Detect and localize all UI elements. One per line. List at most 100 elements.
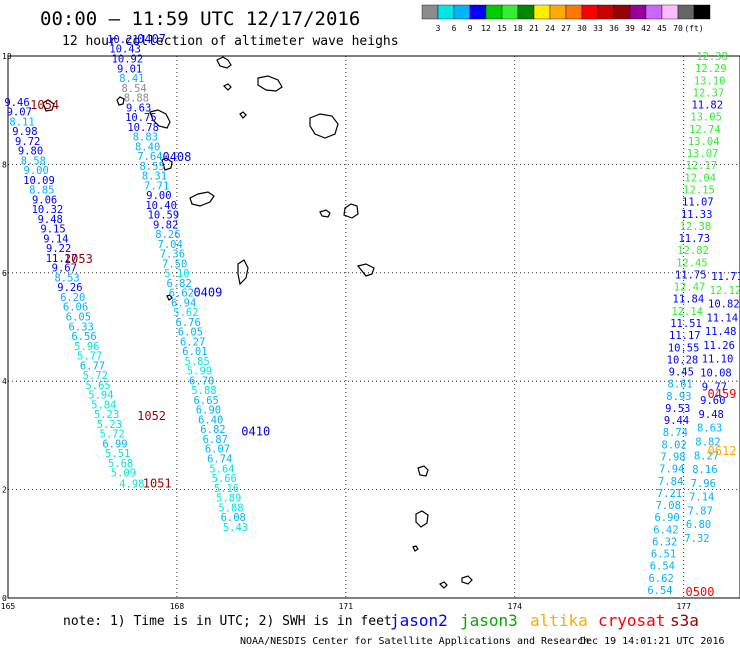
right-edge-track: 12.3812.2913.1012.3711.8213.0512.7413.04…: [647, 51, 740, 599]
wave-height-value: 5.62: [173, 307, 198, 319]
pass-time-label: 1052: [137, 409, 166, 423]
wave-height-value: 5.68: [108, 458, 133, 470]
wave-height-value: 10.75: [125, 112, 157, 124]
wave-height-value: 12.74: [689, 124, 721, 136]
wave-height-value: 8.54: [121, 83, 146, 95]
y-tick-label: 6: [2, 269, 7, 278]
wave-height-value: 6.82: [200, 424, 225, 436]
wave-height-value: 6.99: [102, 438, 127, 450]
wave-height-value: 11.71: [711, 271, 740, 283]
wave-height-value: 10.82: [708, 299, 740, 311]
wave-height-value: 10.32: [32, 204, 64, 216]
wave-height-value: 8.61: [667, 379, 692, 391]
y-tick-label: 0: [2, 594, 7, 603]
wave-height-value: 6.08: [221, 512, 246, 524]
wave-height-value: 9.80: [18, 146, 43, 158]
colorbar-label: 9: [468, 24, 473, 33]
wave-height-value: 5.43: [223, 522, 248, 534]
wave-height-value: 6.56: [71, 331, 96, 343]
wave-height-value: 8.31: [142, 171, 167, 183]
wave-height-value: 5.10: [164, 268, 189, 280]
wave-height-value: 12.47: [674, 282, 706, 294]
pass-time-label: 0409: [193, 286, 222, 300]
wave-height-value: 7.71: [144, 180, 169, 192]
island-outline: [438, 581, 448, 589]
wave-height-value: 12.15: [683, 185, 715, 197]
wave-height-value: 6.90: [196, 405, 221, 417]
wave-height-value: 10.09: [23, 175, 55, 187]
wave-height-value: 5.88: [191, 385, 216, 397]
wave-height-value: 8.16: [692, 464, 717, 476]
wave-height-value: 5.09: [111, 468, 136, 480]
island-outline: [415, 510, 429, 528]
wave-height-value: 7.50: [162, 258, 187, 270]
wave-height-value: 9.22: [46, 243, 71, 255]
colorbar-swatch: [453, 4, 471, 20]
wave-height-value: 5.64: [209, 463, 234, 475]
pass-time-label: 1051: [143, 476, 172, 490]
wave-height-value: 6.77: [80, 360, 105, 372]
colorbar-label: 39: [625, 24, 635, 33]
island-outline: [257, 75, 283, 92]
x-tick-label: 168: [170, 602, 185, 611]
wave-height-value: 13.05: [690, 112, 722, 124]
wave-height-value: 8.58: [21, 155, 46, 167]
wave-height-value: 12.45: [676, 257, 708, 269]
wave-height-value: 7.08: [656, 500, 681, 512]
wave-height-value: 8.88: [124, 93, 149, 105]
map-subtitle: 12 hour collection of altimeter wave hei…: [62, 34, 399, 49]
wave-height-value: 5.65: [85, 380, 110, 392]
pass-time-label: 0500: [686, 585, 715, 599]
colorbar-swatch: [693, 4, 711, 20]
island-outline: [161, 157, 173, 171]
wave-height-value: 12.14: [671, 306, 703, 318]
wave-height-value: 9.48: [38, 214, 63, 226]
island-outline: [343, 203, 359, 219]
wave-height-value: 12.82: [677, 245, 709, 257]
wave-height-value: 4.98: [119, 478, 144, 490]
x-tick-label: 174: [508, 602, 523, 611]
wave-height-value: 8.93: [666, 391, 691, 403]
wave-height-value: 11.73: [678, 233, 710, 245]
colorbar-swatch: [581, 4, 599, 20]
island-outline: [149, 109, 171, 129]
wave-height-value: 6.90: [654, 512, 679, 524]
island-outline: [319, 209, 331, 218]
colorbar-label: (ft): [684, 24, 703, 33]
wave-height-value: 6.07: [205, 444, 230, 456]
wave-height-value: 7.84: [658, 476, 683, 488]
pass-time-label: 0612: [708, 444, 737, 458]
island-outline: [309, 113, 339, 139]
wave-height-value: 9.46: [4, 97, 29, 109]
wave-height-value: 8.41: [119, 73, 144, 85]
wave-height-value: 5.85: [185, 356, 210, 368]
island-outline: [42, 99, 55, 112]
satellite-cryosat: cryosat: [598, 611, 665, 630]
wave-height-value: 9.98: [12, 126, 37, 138]
island-outline: [189, 191, 215, 207]
colorbar-label: 6: [452, 24, 457, 33]
wave-height-value: 9.67: [52, 263, 77, 275]
wave-height-value: 10.28: [667, 354, 699, 366]
wave-height-value: 6.87: [203, 434, 228, 446]
colorbar-label: 24: [545, 24, 555, 33]
colorbar-label: 33: [593, 24, 603, 33]
wave-height-value: 11.27: [46, 253, 78, 265]
wave-height-value: 11.10: [702, 354, 734, 366]
wave-height-value: 6.33: [69, 321, 94, 333]
wave-height-value: 12.37: [693, 87, 725, 99]
wave-height-value: 5.72: [83, 370, 108, 382]
colorbar-swatch: [501, 4, 519, 20]
colorbar-swatch: [485, 4, 503, 20]
colorbar-swatch: [677, 4, 695, 20]
wave-height-value: 5.23: [94, 409, 119, 421]
colorbar-legend: 3 6 9 12 15 18 21 24 27 30 33 36 39 42 45 70 (ft): [421, 4, 711, 33]
island-outline: [116, 96, 125, 106]
wave-height-value: 6.54: [650, 561, 675, 573]
wave-height-value: 6.40: [198, 414, 223, 426]
map-title: 00:00 – 11:59 UTC 12/17/2016: [40, 8, 360, 30]
wave-height-value: 6.74: [207, 454, 232, 466]
wave-height-value: 7.21: [657, 488, 682, 500]
wave-height-value: 6.82: [167, 278, 192, 290]
wave-height-value: 6.01: [182, 346, 207, 358]
